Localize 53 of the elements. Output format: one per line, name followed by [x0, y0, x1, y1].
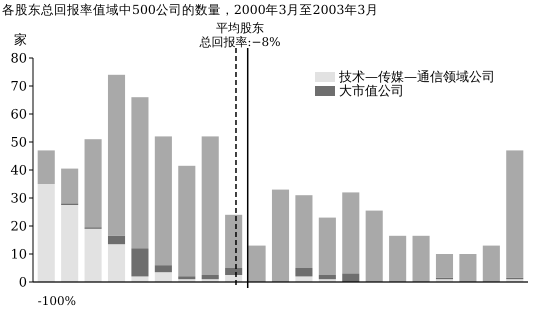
- y-tick-label: 60: [10, 108, 27, 123]
- bar: [202, 275, 219, 280]
- bar: [459, 254, 476, 282]
- bar: [412, 236, 430, 282]
- legend-label: 技术—传媒—通信领域公司: [338, 70, 495, 85]
- bar: [342, 274, 360, 282]
- bar: [436, 254, 454, 278]
- bar: [131, 97, 148, 248]
- y-tick-label: 70: [10, 80, 27, 95]
- bar: [154, 265, 172, 272]
- chart-title: 各股东总回报率值域中500公司的数量，2000年3月至2003年3月: [2, 2, 378, 17]
- bar: [482, 246, 500, 282]
- y-tick-label: 80: [10, 52, 27, 67]
- bar: [366, 210, 383, 282]
- y-tick-label: 50: [10, 136, 27, 151]
- bar: [342, 192, 360, 274]
- bar: [61, 168, 78, 204]
- bar: [318, 218, 336, 275]
- bar: [506, 150, 524, 278]
- bar: [202, 279, 219, 282]
- bar: [178, 276, 196, 280]
- y-tick-label: 10: [10, 248, 27, 263]
- bar: [225, 214, 242, 268]
- bar: [38, 150, 55, 184]
- text: 平均股东总回报率:−8%: [198, 21, 281, 49]
- bar: [178, 166, 196, 276]
- bar: [154, 272, 172, 282]
- bar: [108, 74, 126, 236]
- y-tick-label: 20: [10, 220, 27, 235]
- y-tick-label: 30: [10, 192, 27, 207]
- bar: [131, 248, 148, 276]
- bar: [84, 228, 102, 282]
- bar: [506, 279, 524, 282]
- bar: [318, 275, 336, 280]
- y-tick-label: 40: [10, 164, 27, 179]
- bar: [178, 279, 196, 282]
- text: -100%: [38, 294, 76, 308]
- bar: [225, 268, 242, 275]
- bar: [108, 236, 126, 244]
- bar: [272, 190, 290, 282]
- y-axis-title: 家: [14, 32, 27, 48]
- bar: [295, 268, 312, 276]
- bar: [61, 205, 78, 282]
- bar: [108, 244, 126, 282]
- bar: [84, 139, 102, 228]
- bar: [389, 236, 406, 282]
- bar: [154, 136, 172, 266]
- bar: [295, 195, 312, 268]
- legend-label: 大市值公司: [339, 84, 404, 99]
- bar: [248, 246, 266, 282]
- y-tick-label: 0: [18, 276, 27, 291]
- bar: [202, 136, 219, 275]
- bar: [38, 184, 55, 282]
